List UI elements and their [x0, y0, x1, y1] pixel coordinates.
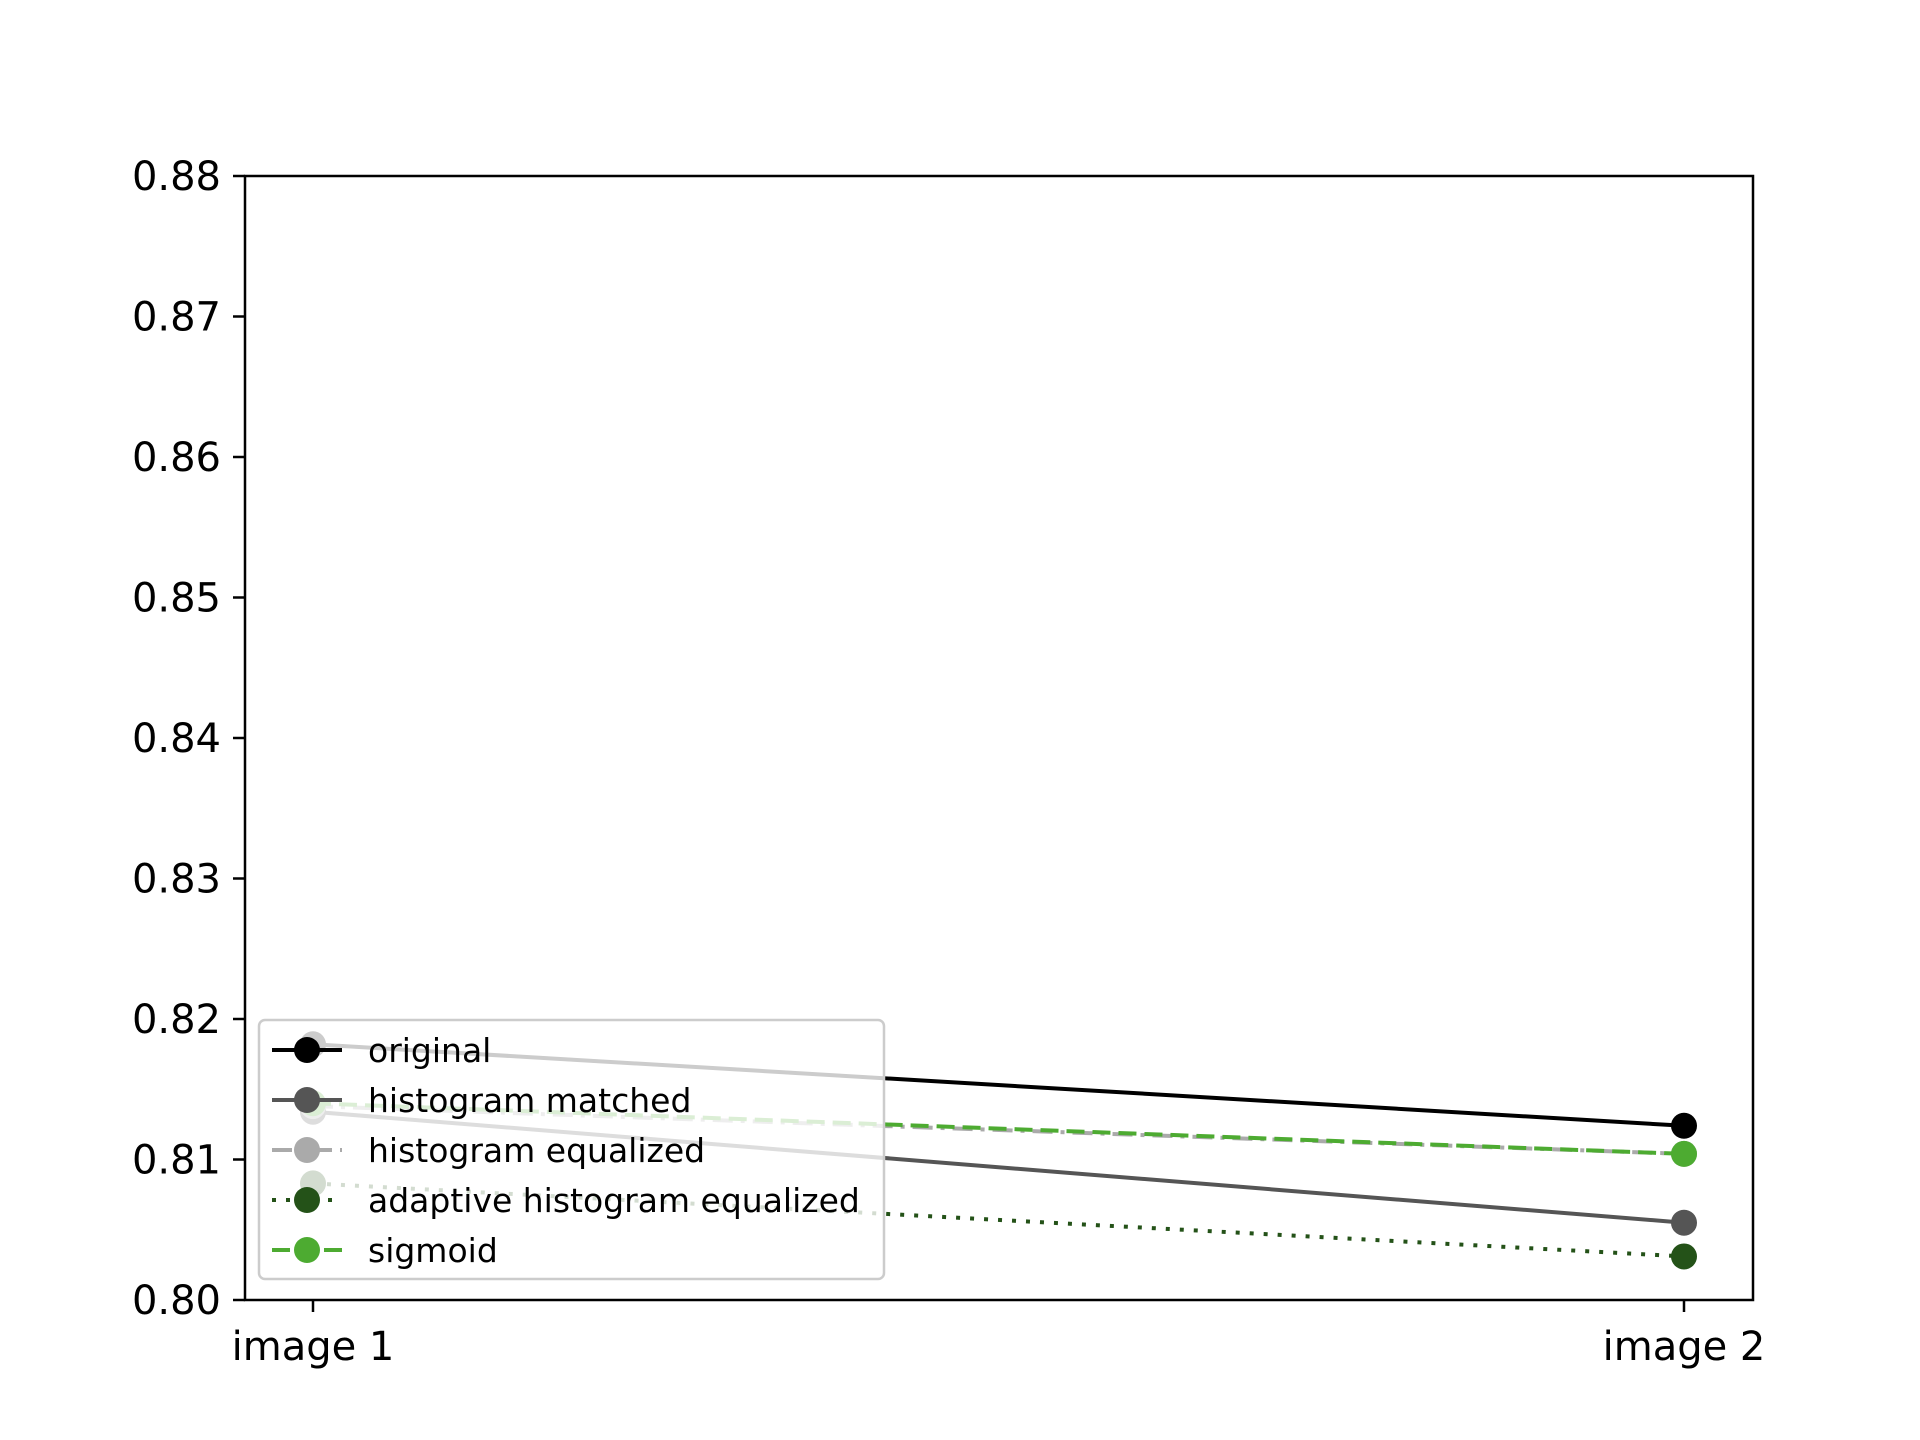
series-line-3 [312, 1181, 1685, 1259]
legend-marker-4 [294, 1237, 320, 1263]
legend-marker-1 [294, 1087, 320, 1113]
y-tick-label-0: 0.80 [132, 1278, 221, 1324]
y-tick-label-2: 0.82 [132, 997, 221, 1043]
y-tick-label-8: 0.88 [132, 154, 221, 200]
legend-marker-2 [294, 1137, 320, 1163]
axis-layer: 0.80 0.81 0.82 0.83 0.84 0.85 0.86 0.87 0.88 imag… [132, 154, 1765, 1370]
legend-marker-0 [294, 1037, 320, 1063]
y-tick-label-4: 0.84 [132, 716, 221, 762]
legend-label-1: histogram matched [368, 1081, 691, 1120]
y-tick-label-3: 0.83 [132, 857, 221, 903]
legend-label-4: sigmoid [368, 1231, 498, 1270]
y-tick-label-1: 0.81 [132, 1138, 221, 1184]
series-line-4 [312, 1101, 1685, 1156]
data-point-4-1 [1671, 1140, 1697, 1167]
y-tick-label-6: 0.86 [132, 435, 221, 481]
legend-marker-3 [294, 1187, 320, 1213]
data-point-0-1 [1671, 1112, 1697, 1139]
legend-label-2: histogram equalized [368, 1131, 705, 1170]
x-tick-label-1: image 2 [1603, 1324, 1766, 1370]
y-tick-label-5: 0.85 [132, 576, 221, 622]
legend-label-3: adaptive histogram equalized [368, 1181, 860, 1220]
legend: original histogram matched histogram equal… [257, 1018, 886, 1281]
legend-label-0: original [368, 1031, 491, 1070]
x-tick-label-0: image 1 [232, 1324, 395, 1370]
data-point-3-1 [1671, 1243, 1697, 1270]
y-tick-label-7: 0.87 [132, 295, 221, 341]
data-point-1-1 [1671, 1209, 1697, 1236]
legend-box [257, 1018, 886, 1281]
